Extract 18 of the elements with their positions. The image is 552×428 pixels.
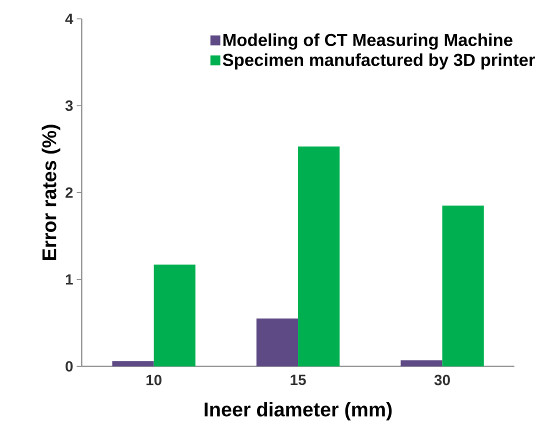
x-axis-title: Ineer diameter (mm) — [204, 402, 392, 421]
bar — [112, 361, 154, 366]
x-tick-label: 15 — [290, 374, 306, 386]
y-axis-title: Error rates (%) — [42, 124, 60, 260]
x-tick-label: 10 — [146, 374, 162, 386]
bar — [154, 264, 196, 366]
y-tick-label: 2 — [66, 188, 73, 198]
y-tick-label: 4 — [65, 14, 74, 24]
y-tick-label: 3 — [65, 100, 73, 112]
y-tick-label: 0 — [66, 361, 73, 372]
bar — [256, 318, 298, 366]
bar — [442, 206, 484, 366]
legend-label: Specimen manufactured by 3D printer — [222, 53, 535, 70]
bar — [298, 146, 340, 366]
legend-label: Modeling of CT Measuring Machine — [223, 34, 512, 50]
x-tick-label: 30 — [434, 374, 450, 386]
bar — [400, 360, 442, 366]
y-tick-label: 1 — [66, 274, 73, 285]
